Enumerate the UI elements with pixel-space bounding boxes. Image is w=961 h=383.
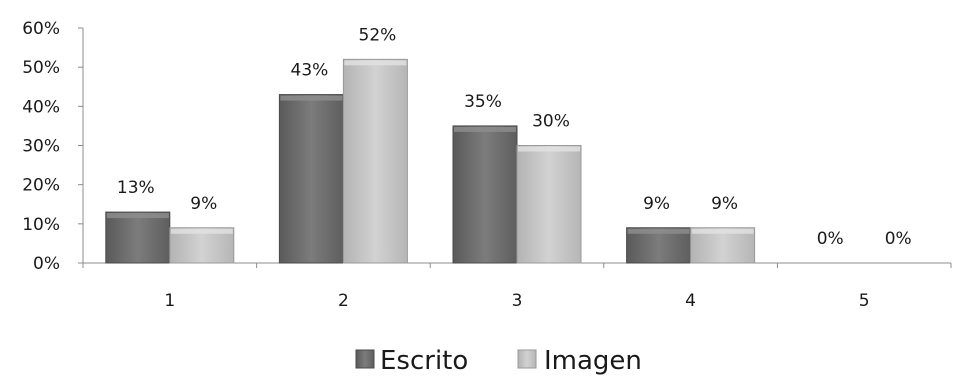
data-label: 9% (643, 194, 670, 214)
bar-bevel (344, 60, 407, 66)
data-label: 0% (885, 229, 912, 249)
bar-bevel (280, 95, 343, 101)
bar-bevel (106, 213, 169, 219)
legend-label-escrito: Escrito (380, 346, 468, 376)
data-label: 9% (190, 194, 217, 214)
y-tick-label: 30% (22, 137, 60, 157)
bar-imagen-2 (342, 58, 408, 264)
bar-bevel (170, 228, 233, 234)
bar-escrito-1 (105, 211, 171, 264)
y-tick-label: 40% (22, 97, 60, 117)
bar-escrito-3 (452, 125, 518, 264)
y-tick-label: 10% (22, 215, 60, 235)
data-label: 35% (464, 92, 502, 112)
y-tick-label: 60% (22, 19, 60, 39)
data-label: 0% (817, 229, 844, 249)
legend-label-imagen: Imagen (544, 346, 642, 376)
bars (105, 58, 756, 264)
legend-swatch-imagen (517, 349, 537, 369)
data-label: 30% (532, 112, 570, 132)
x-tick-label: 3 (512, 291, 523, 311)
data-labels: 13% 43% 35% 9% 0% 9% 52% 30% 9% 0% (117, 25, 912, 249)
bar-bevel (627, 228, 690, 234)
x-tick-label: 2 (338, 291, 349, 311)
bar-escrito-2 (278, 94, 344, 264)
x-tick-label: 5 (859, 291, 870, 311)
bar-bevel (454, 126, 516, 132)
legend: Escrito Imagen (355, 346, 642, 376)
bar-imagen-3 (516, 145, 582, 264)
x-tick-label: 4 (685, 291, 696, 311)
data-label: 43% (291, 61, 329, 81)
data-label: 13% (117, 178, 155, 198)
x-tick-label: 1 (164, 291, 175, 311)
legend-swatch-escrito (355, 349, 375, 369)
data-label: 9% (711, 194, 738, 214)
bar-bevel (518, 146, 580, 152)
y-tick-label: 50% (22, 58, 60, 78)
y-tick-label: 20% (22, 176, 60, 196)
y-tick-label: 0% (33, 254, 60, 274)
data-label: 52% (359, 25, 397, 45)
bar-bevel (691, 228, 754, 234)
